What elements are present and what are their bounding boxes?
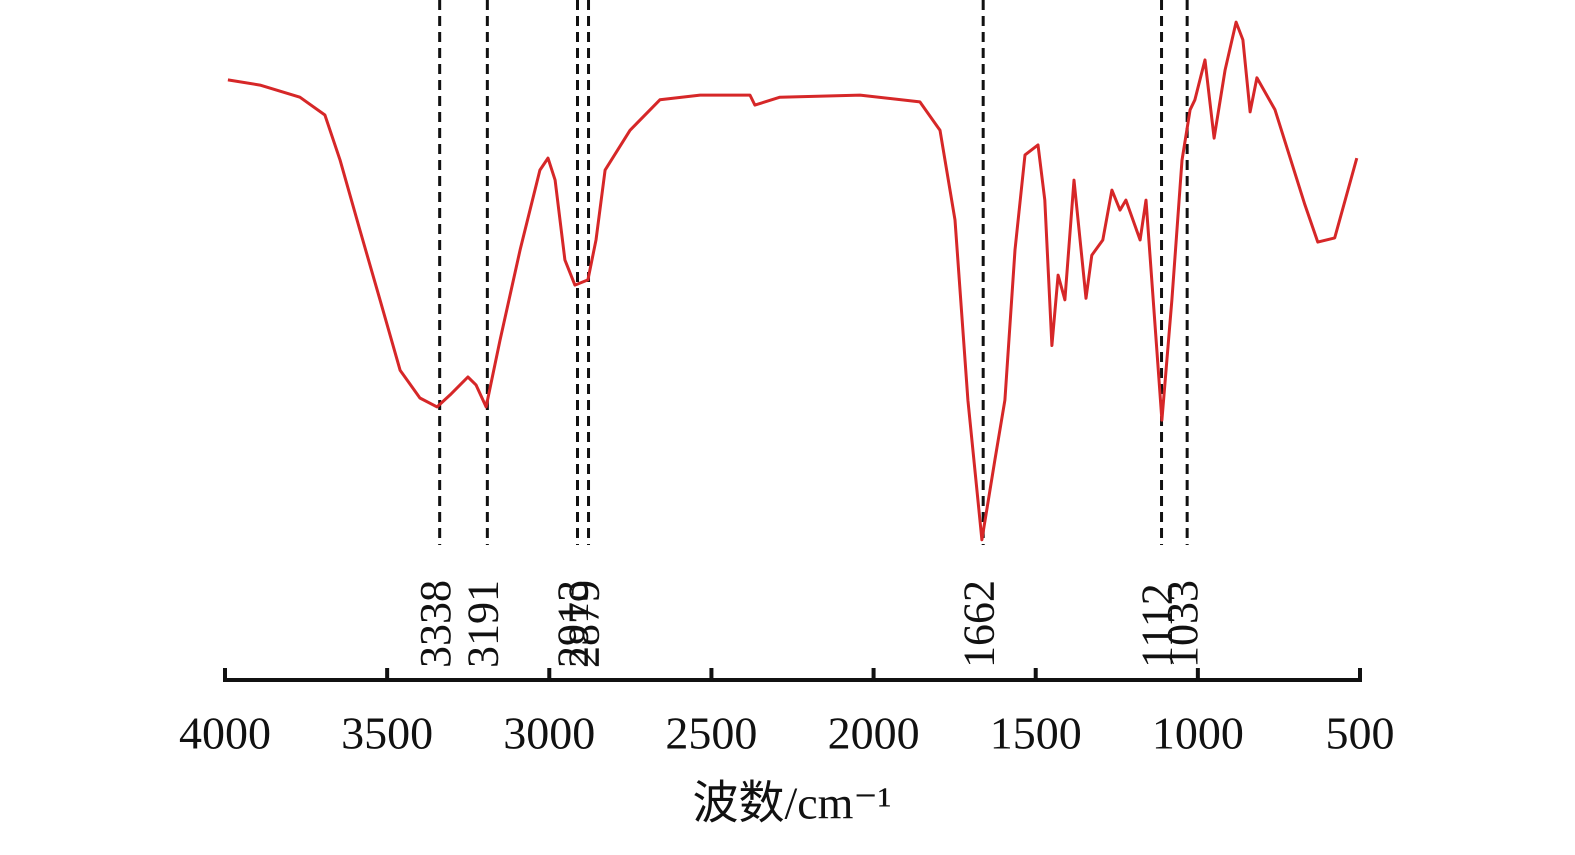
x-tick-label: 3000	[503, 708, 595, 759]
peak-label: 1033	[1158, 580, 1207, 668]
peak-label: 1112	[1133, 583, 1182, 668]
x-tick-label: 2000	[828, 708, 920, 759]
x-tick-label: 1000	[1152, 708, 1244, 759]
peak-label: 2879	[560, 580, 609, 668]
x-tick-label: 4000	[179, 708, 271, 759]
x-tick-label: 500	[1326, 708, 1395, 759]
peak-label: 3338	[411, 580, 460, 668]
peak-label: 1662	[954, 580, 1003, 668]
spectrum-line	[227, 20, 1359, 542]
peak-label: 2913	[549, 580, 598, 668]
x-tick-label: 3500	[341, 708, 433, 759]
x-tick-label: 1500	[990, 708, 1082, 759]
x-axis-label: 波数/cm⁻¹	[692, 778, 891, 829]
x-tick-label: 2500	[665, 708, 757, 759]
peak-label: 3191	[458, 580, 507, 668]
